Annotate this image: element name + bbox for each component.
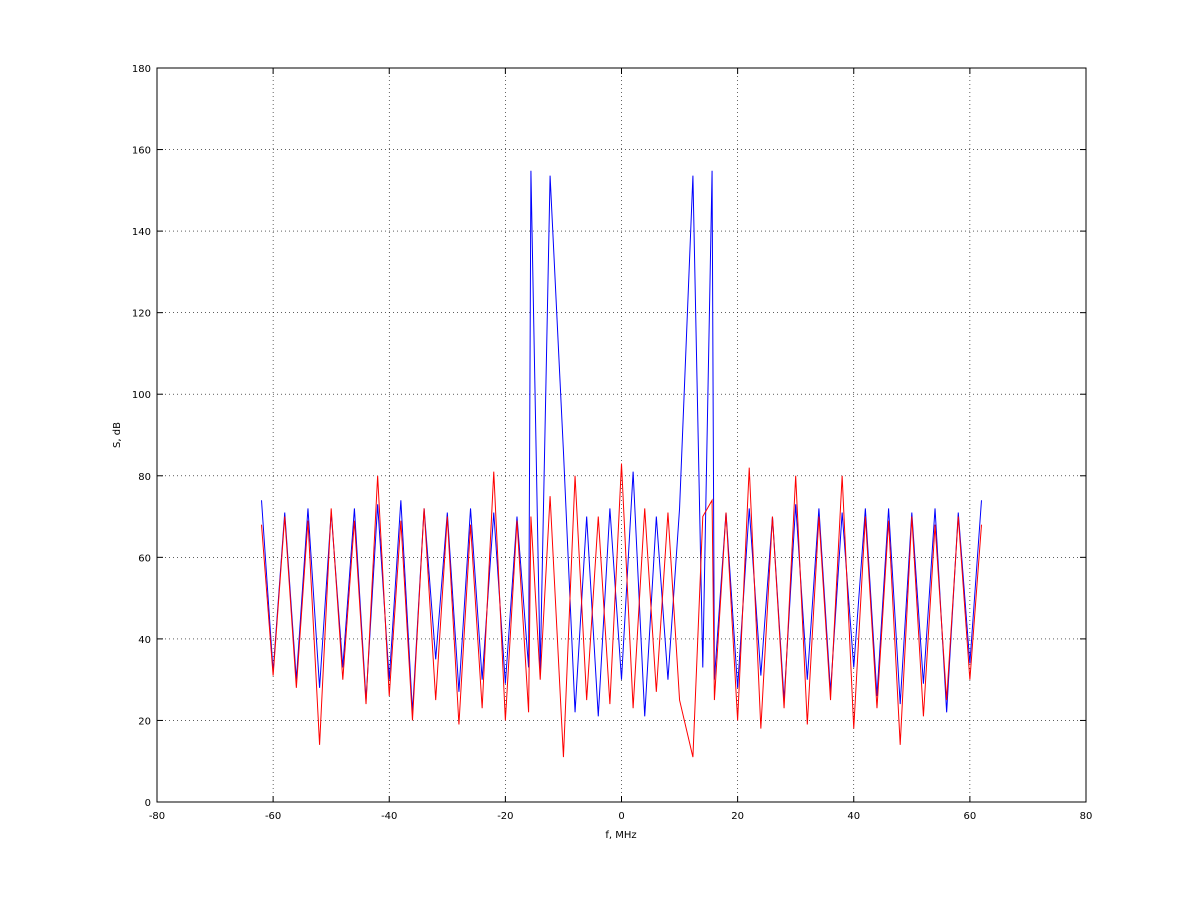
y-tick-label: 80 bbox=[138, 472, 151, 483]
y-tick-label: 160 bbox=[132, 146, 151, 157]
y-tick-label: 100 bbox=[132, 390, 151, 401]
spectrum-line bbox=[261, 463, 982, 758]
x-axis-label: f, MHz bbox=[605, 830, 636, 841]
x-tick-label: 0 bbox=[618, 811, 624, 822]
x-tick-label: -20 bbox=[497, 811, 513, 822]
x-tick-label: 80 bbox=[1080, 811, 1093, 822]
y-axis-label: S, dB bbox=[112, 422, 123, 448]
x-tick-label: 60 bbox=[964, 811, 977, 822]
x-tick-label: -80 bbox=[149, 811, 165, 822]
x-tick-label: -60 bbox=[265, 811, 281, 822]
y-tick-label: 20 bbox=[138, 716, 151, 727]
plot-frame bbox=[156, 67, 1087, 803]
y-tick-label: 0 bbox=[145, 798, 151, 809]
x-tick-label: -40 bbox=[381, 811, 397, 822]
y-tick-label: 60 bbox=[138, 553, 151, 564]
y-tick-label: 140 bbox=[132, 227, 151, 238]
y-tick-label: 180 bbox=[132, 64, 151, 75]
y-tick-label: 120 bbox=[132, 309, 151, 320]
y-tick-label: 40 bbox=[138, 635, 151, 646]
x-tick-label: 20 bbox=[731, 811, 744, 822]
x-tick-label: 40 bbox=[847, 811, 860, 822]
